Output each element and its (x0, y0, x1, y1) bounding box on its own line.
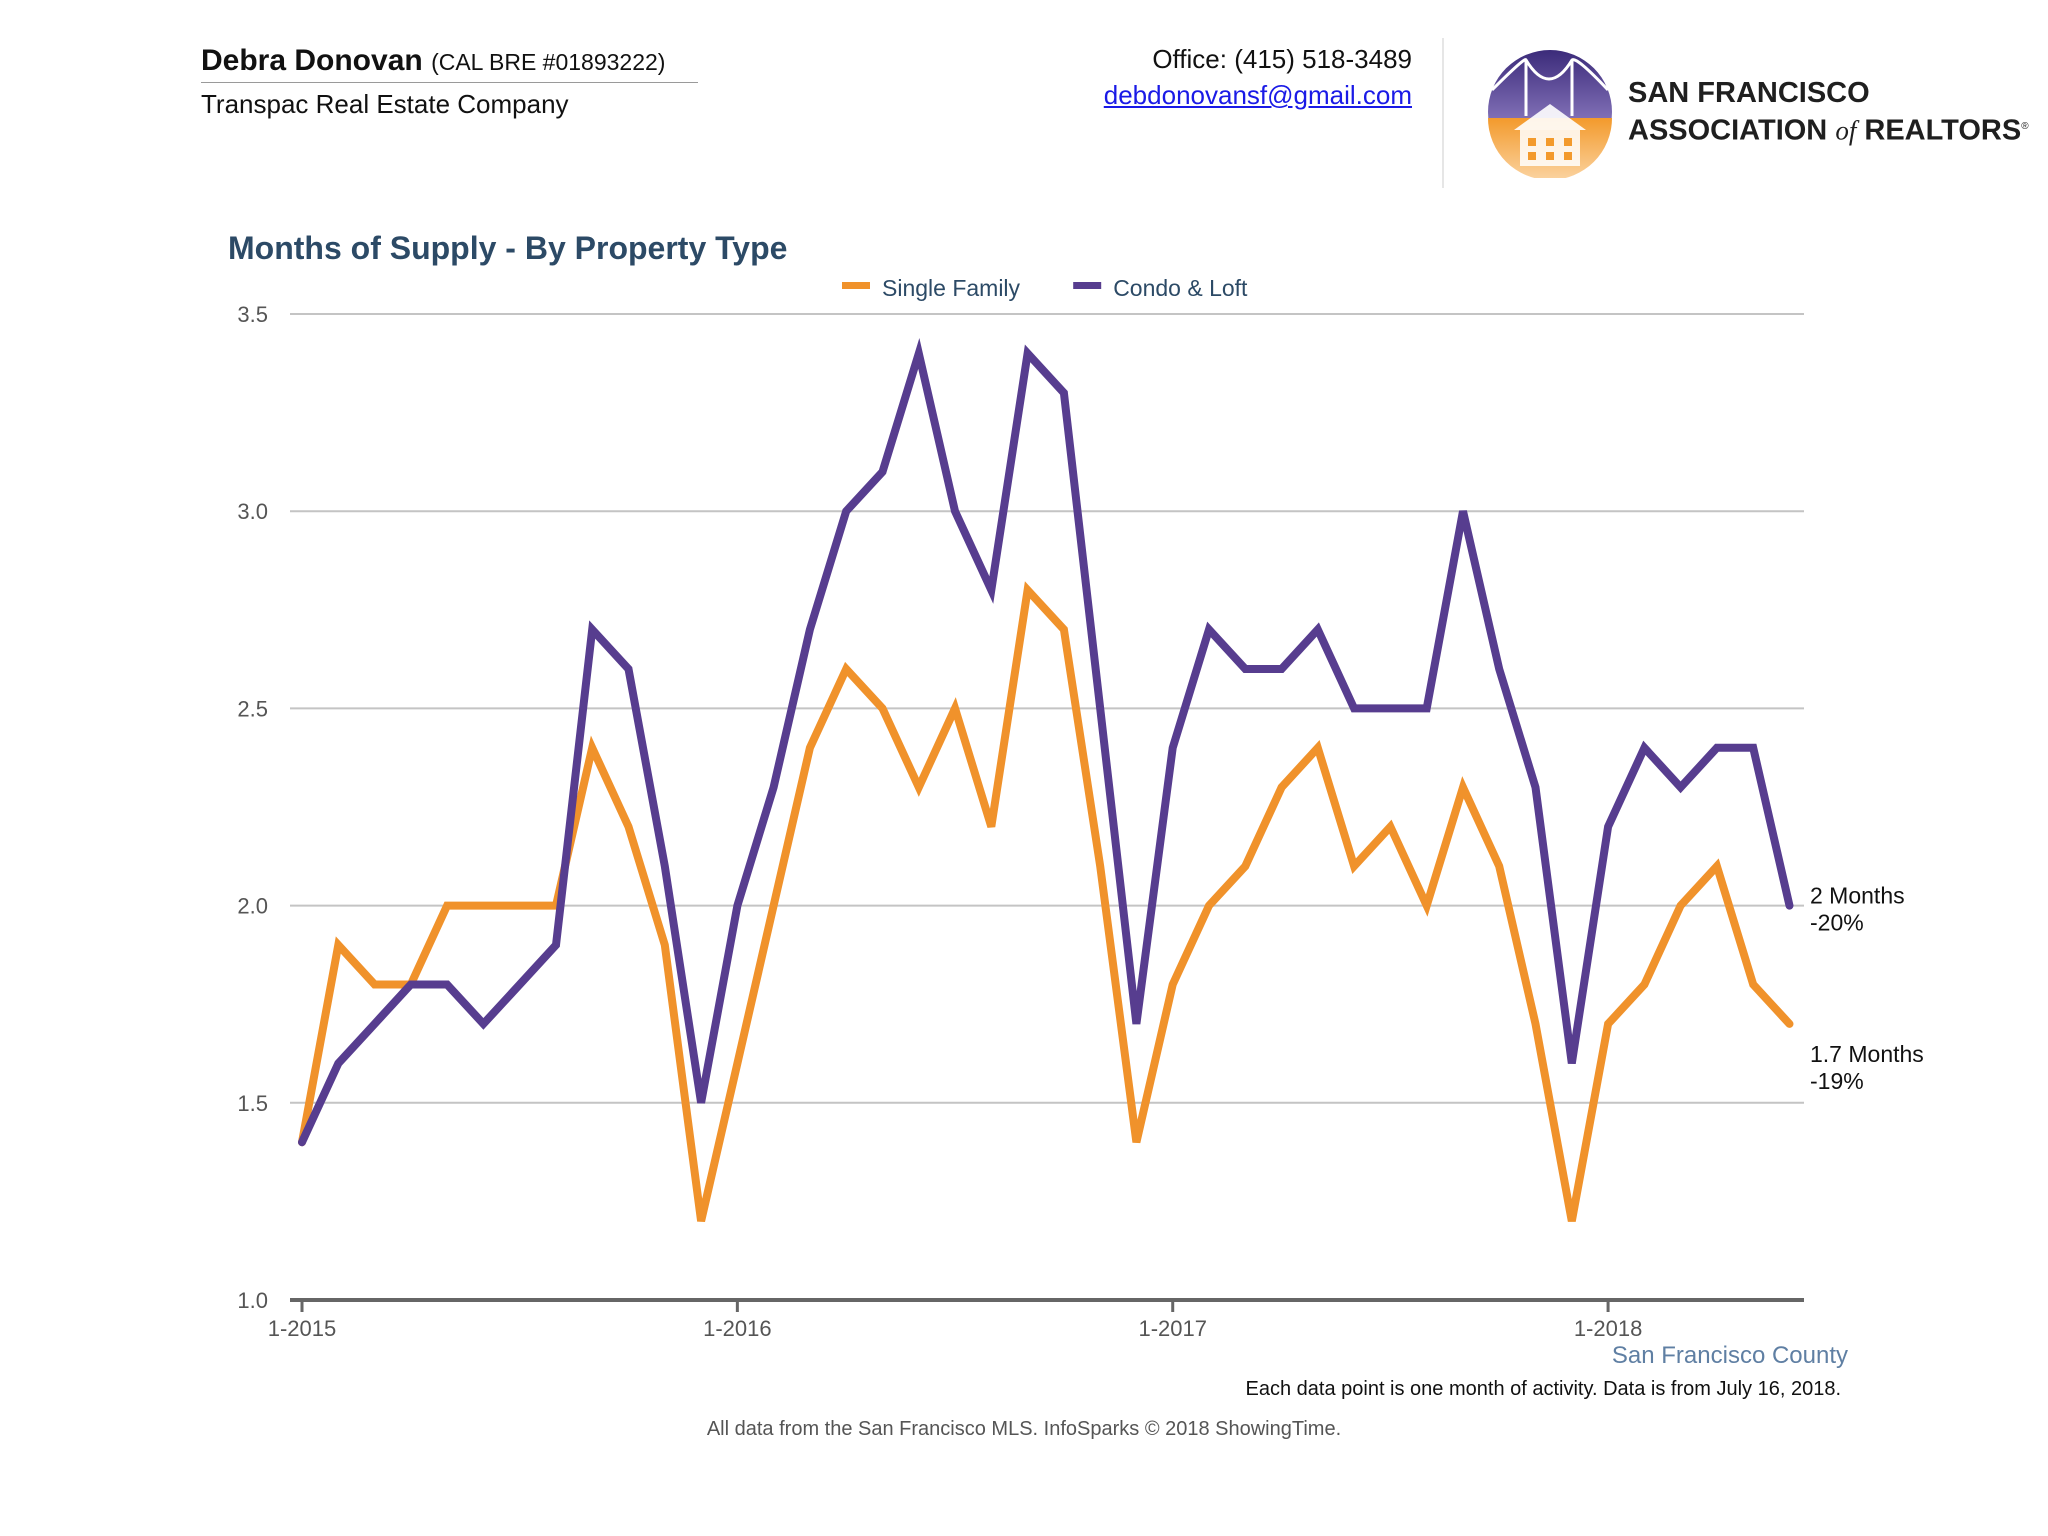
logo-line-1: SAN FRANCISCO (1628, 77, 1870, 109)
y-tick-label: 2.0 (237, 894, 268, 919)
header-rule (201, 82, 698, 83)
x-tick-label: 1-2017 (1138, 1316, 1207, 1341)
agent-name-text: Debra Donovan (201, 44, 423, 77)
logo-line-2: ASSOCIATION of REALTORS® (1628, 110, 2029, 148)
x-tick-label: 1-2016 (703, 1316, 772, 1341)
header-divider (1442, 38, 1444, 188)
y-tick-label: 2.5 (237, 696, 268, 721)
series-line (298, 581, 1794, 1222)
end-label-change: -20% (1810, 910, 1864, 936)
logo-word-of: of (1835, 115, 1857, 146)
legend-label: Condo & Loft (1113, 275, 1248, 301)
end-label-change: -19% (1810, 1068, 1864, 1094)
source-credit: All data from the San Francisco MLS. Inf… (706, 1418, 1342, 1440)
series-line (298, 337, 1794, 1147)
end-label-value: 2 Months (1810, 883, 1905, 909)
end-label-value: 1.7 Months (1810, 1041, 1924, 1067)
legend-swatch (842, 282, 870, 289)
y-tick-label: 1.0 (237, 1288, 268, 1313)
golden-gate-house-logo-icon (1488, 50, 1612, 178)
y-tick-label: 1.5 (237, 1091, 268, 1116)
x-tick-label: 1-2015 (268, 1316, 337, 1341)
logo-registered-mark: ® (2021, 121, 2029, 132)
agent-name: Debra Donovan (CAL BRE #01893222) (201, 44, 665, 78)
chart-title: Months of Supply - By Property Type (228, 230, 788, 266)
legend-label: Single Family (882, 275, 1021, 301)
agent-company: Transpac Real Estate Company (201, 89, 569, 119)
y-tick-label: 3.5 (237, 302, 268, 327)
county-label: San Francisco County (1611, 1342, 1848, 1369)
x-tick-label: 1-2018 (1574, 1316, 1643, 1341)
y-tick-label: 3.0 (237, 499, 268, 524)
office-phone: Office: (415) 518-3489 (1152, 44, 1412, 74)
logo-text: SAN FRANCISCO ASSOCIATION of REALTORS® (1628, 76, 2029, 148)
legend-swatch (1073, 282, 1102, 289)
logo-word-realtors: REALTORS (1864, 114, 2022, 147)
agent-license: (CAL BRE #01893222) (431, 49, 666, 75)
data-note: Each data point is one month of activity… (1245, 1378, 1842, 1400)
logo-word-association: ASSOCIATION (1628, 114, 1828, 147)
email-link[interactable]: debdonovansf@gmail.com (1103, 80, 1412, 110)
